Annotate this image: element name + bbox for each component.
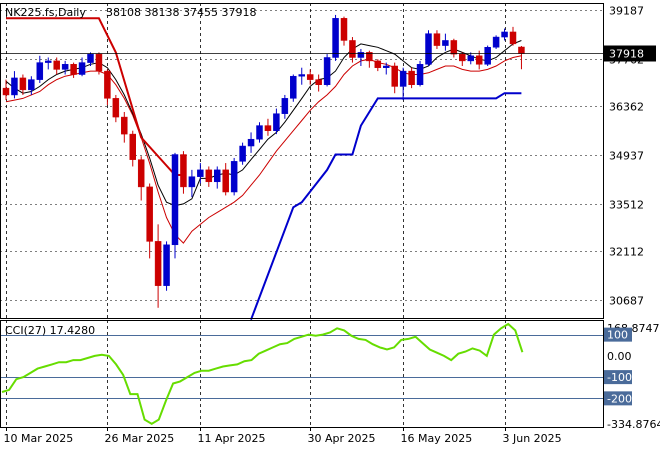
candle-body bbox=[205, 169, 213, 183]
candle-body bbox=[163, 244, 170, 286]
candle-body bbox=[188, 176, 196, 188]
candle-body bbox=[78, 62, 86, 75]
cci-level-box bbox=[604, 391, 632, 406]
candle-body bbox=[501, 31, 508, 38]
x-tick-label: 16 May 2025 bbox=[401, 432, 473, 445]
candle-body bbox=[230, 161, 238, 193]
price-y-tick-label: 36362 bbox=[609, 101, 644, 114]
candle-body bbox=[518, 46, 525, 54]
candle-body bbox=[19, 77, 27, 91]
candle-body bbox=[222, 169, 229, 193]
candle-body bbox=[61, 64, 69, 70]
price-y-tick-label: 33512 bbox=[609, 199, 644, 212]
candle-body bbox=[2, 87, 10, 96]
candle-body bbox=[484, 47, 491, 65]
candle-body bbox=[408, 70, 415, 85]
candle-body bbox=[256, 125, 263, 140]
candle-body bbox=[383, 65, 390, 68]
candle-body bbox=[442, 40, 449, 46]
candle-body bbox=[399, 70, 407, 87]
candle-body bbox=[137, 159, 145, 188]
candle-body bbox=[459, 53, 466, 62]
fast-moving-average-line bbox=[5, 40, 522, 207]
x-tick-label: 30 Apr 2025 bbox=[308, 432, 376, 445]
candle-body bbox=[197, 169, 204, 177]
candle-body bbox=[121, 116, 128, 135]
price-y-tick-label: 30687 bbox=[609, 295, 644, 308]
candle-body bbox=[273, 113, 280, 131]
candle-body bbox=[374, 60, 382, 68]
candle-body bbox=[28, 79, 35, 91]
candle-body bbox=[146, 186, 153, 242]
candle-body bbox=[425, 33, 432, 65]
candle-body bbox=[45, 60, 52, 63]
candle-body bbox=[475, 55, 483, 65]
candle-body bbox=[214, 169, 221, 183]
candle-body bbox=[171, 154, 179, 246]
candle-body bbox=[416, 64, 424, 85]
cci-y-tick-label: 0.00 bbox=[607, 350, 632, 363]
candle-body bbox=[281, 98, 289, 114]
cci-y-tick-label: -200 bbox=[607, 392, 632, 405]
cci-level-box bbox=[604, 370, 632, 385]
candle-body bbox=[366, 52, 373, 62]
x-tick-label: 26 Mar 2025 bbox=[105, 432, 175, 445]
candle-body bbox=[433, 33, 441, 46]
cci-y-tick-label: -334.8764 bbox=[607, 418, 660, 431]
candle-body bbox=[290, 75, 297, 99]
candle-body bbox=[509, 31, 517, 45]
cci-y-tick-label: -100 bbox=[607, 371, 632, 384]
candle-body bbox=[11, 77, 18, 96]
cci-indicator-label: CCI(27) 17.4280 bbox=[5, 324, 95, 337]
candle-body bbox=[450, 40, 458, 55]
candle-body bbox=[332, 18, 339, 58]
candle-body bbox=[323, 57, 331, 85]
x-tick-label: 11 Apr 2025 bbox=[198, 432, 266, 445]
slow-moving-average-line bbox=[5, 55, 522, 244]
x-tick-label: 3 Jun 2025 bbox=[503, 432, 562, 445]
candle-body bbox=[154, 241, 162, 286]
candle-body bbox=[264, 125, 272, 131]
candle-body bbox=[180, 154, 187, 188]
cci-level-box bbox=[604, 327, 632, 342]
candle-body bbox=[467, 55, 474, 62]
price-y-tick-label: 39187 bbox=[609, 5, 644, 18]
candle-body bbox=[306, 74, 314, 80]
candle-body bbox=[340, 18, 348, 41]
candle-body bbox=[36, 62, 44, 80]
candle-body bbox=[492, 36, 500, 48]
x-tick-label: 10 Mar 2025 bbox=[4, 432, 74, 445]
candle-body bbox=[247, 138, 255, 147]
cci-line bbox=[1, 322, 524, 425]
price-panel-frame bbox=[0, 3, 604, 319]
candle-body bbox=[87, 53, 94, 63]
ohlc-header: 38108 38138 37455 37918 bbox=[106, 6, 256, 19]
candle-body bbox=[70, 64, 77, 75]
candle-body bbox=[53, 60, 60, 70]
price-y-tick-label: 32112 bbox=[609, 246, 644, 259]
chart-title: NK225.fs,Daily bbox=[5, 6, 86, 19]
cci-y-tick-label: 100 bbox=[607, 329, 628, 342]
price-y-tick-label: 34937 bbox=[609, 150, 644, 163]
stop-level-line-up bbox=[250, 92, 522, 321]
cci-panel-frame bbox=[0, 320, 604, 428]
candle-body bbox=[239, 145, 246, 162]
candle-body bbox=[112, 98, 120, 118]
candle-body bbox=[95, 53, 103, 72]
candle-body bbox=[357, 52, 365, 58]
candle-body bbox=[129, 133, 136, 160]
candle-body bbox=[298, 74, 305, 77]
current-price-box bbox=[604, 45, 656, 62]
candle-body bbox=[391, 65, 398, 87]
candle-body bbox=[315, 79, 322, 85]
candle-body bbox=[349, 40, 356, 58]
candle-body bbox=[104, 70, 111, 99]
current-price-label: 37918 bbox=[609, 48, 644, 61]
